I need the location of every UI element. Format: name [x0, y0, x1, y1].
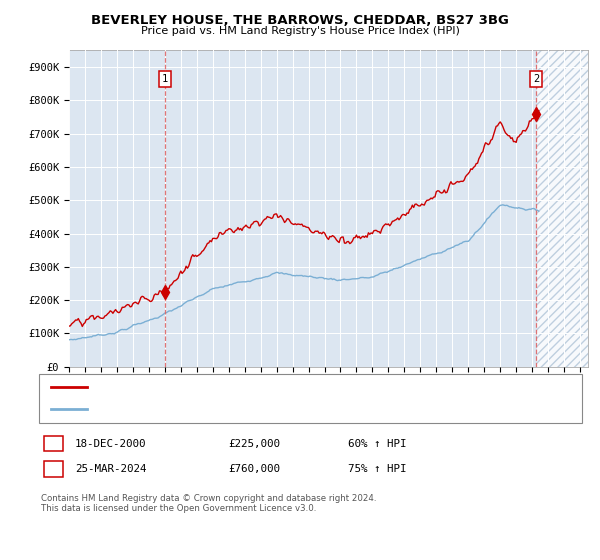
Text: 60% ↑ HPI: 60% ↑ HPI [348, 438, 407, 449]
Text: £760,000: £760,000 [228, 464, 280, 474]
Text: BEVERLEY HOUSE, THE BARROWS, CHEDDAR, BS27 3BG: BEVERLEY HOUSE, THE BARROWS, CHEDDAR, BS… [91, 14, 509, 27]
Text: 1: 1 [161, 74, 168, 84]
Text: HPI: Average price, detached house, Somerset: HPI: Average price, detached house, Some… [93, 404, 352, 414]
Text: 2: 2 [533, 74, 539, 84]
Text: Price paid vs. HM Land Registry's House Price Index (HPI): Price paid vs. HM Land Registry's House … [140, 26, 460, 36]
Text: £225,000: £225,000 [228, 438, 280, 449]
Text: 25-MAR-2024: 25-MAR-2024 [75, 464, 146, 474]
Text: BEVERLEY HOUSE, THE BARROWS, CHEDDAR, BS27 3BG (detached house): BEVERLEY HOUSE, THE BARROWS, CHEDDAR, BS… [93, 382, 463, 393]
Text: 75% ↑ HPI: 75% ↑ HPI [348, 464, 407, 474]
Text: Contains HM Land Registry data © Crown copyright and database right 2024.
This d: Contains HM Land Registry data © Crown c… [41, 494, 376, 514]
Text: 1: 1 [50, 438, 56, 449]
Text: 18-DEC-2000: 18-DEC-2000 [75, 438, 146, 449]
Text: 2: 2 [50, 464, 56, 474]
